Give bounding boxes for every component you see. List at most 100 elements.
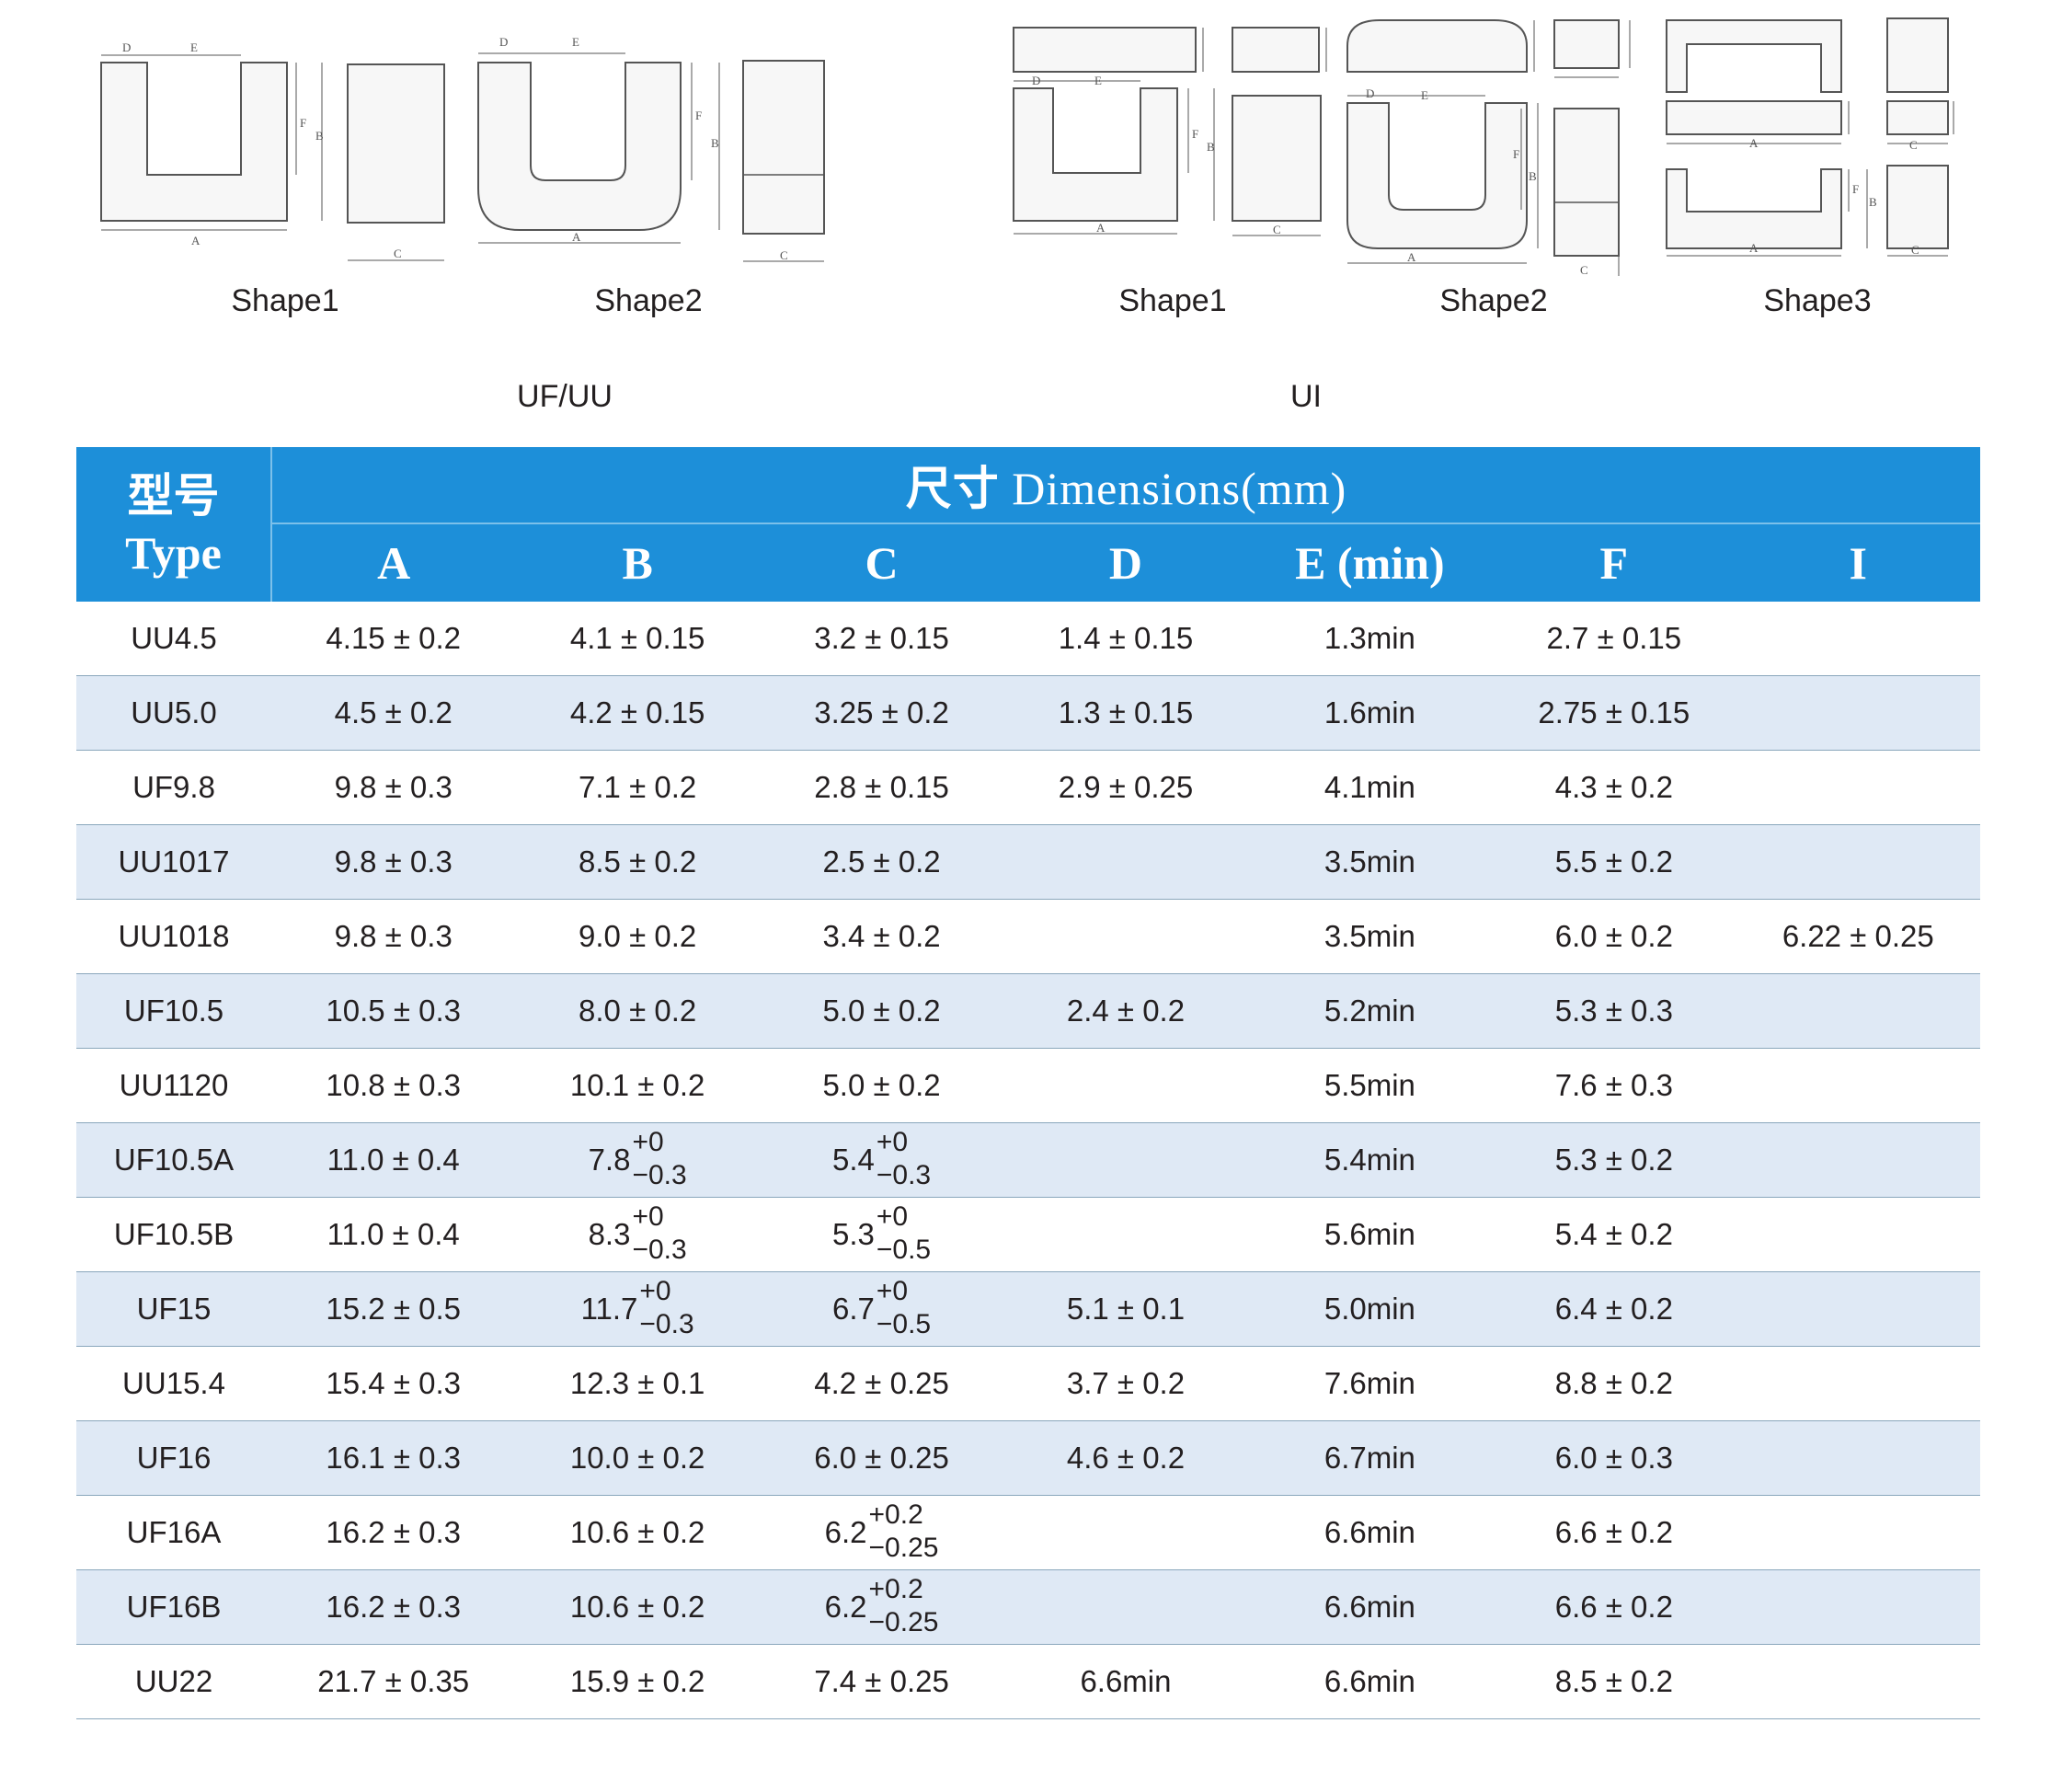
cell-type: UU4.5	[76, 602, 271, 676]
cell-value: 8.3	[588, 1217, 631, 1251]
cell-c: 5.3 +0 −0.5	[759, 1197, 1004, 1272]
cell-c: 5.0 ± 0.2	[759, 1048, 1004, 1123]
core-drawings: D E A F B C D E A F B C D E A F B C	[100, 17, 1954, 277]
cell-d	[1003, 1495, 1248, 1570]
cell-c: 4.2 ± 0.25	[759, 1346, 1004, 1421]
ui-shape1-drawing: D E A F B C	[1013, 27, 1327, 236]
svg-text:F: F	[300, 116, 306, 130]
cell-d: 5.1 ± 0.1	[1003, 1271, 1248, 1347]
cell-type: UF10.5A	[76, 1122, 271, 1198]
cell-i	[1736, 1048, 1980, 1123]
cell-type: UU1120	[76, 1048, 271, 1123]
svg-text:E: E	[1421, 88, 1428, 102]
cell-d: 6.6min	[1003, 1644, 1248, 1719]
cell-e: 6.7min	[1247, 1420, 1493, 1496]
ui-shape3-drawing: A C A F B C	[1666, 17, 1954, 257]
uf-uu-group-label: UF/UU	[517, 379, 613, 414]
cell-a: 15.2 ± 0.5	[271, 1271, 516, 1347]
svg-text:C: C	[780, 248, 788, 262]
column-header-b: B	[515, 523, 760, 602]
tolerance-upper: +0.2	[868, 1574, 923, 1604]
svg-text:E: E	[190, 40, 198, 54]
cell-type: UF15	[76, 1271, 271, 1347]
cell-b: 8.5 ± 0.2	[515, 824, 760, 900]
svg-text:C: C	[1580, 263, 1588, 277]
cell-e: 3.5min	[1247, 824, 1493, 900]
cell-d	[1003, 899, 1248, 974]
cell-type: UF16A	[76, 1495, 271, 1570]
tolerance-lower: −0.3	[639, 1309, 694, 1339]
cell-d: 2.9 ± 0.25	[1003, 750, 1248, 825]
cell-d: 3.7 ± 0.2	[1003, 1346, 1248, 1421]
ui-shape1-label: Shape1	[1118, 283, 1227, 318]
table-row: UU1120 10.8 ± 0.3 10.1 ± 0.2 5.0 ± 0.2 5.5mi…	[76, 1048, 1980, 1123]
tolerance-upper: +0	[876, 1201, 909, 1232]
cell-c: 6.2 +0.2 −0.25	[759, 1569, 1004, 1645]
cell-f: 8.5 ± 0.2	[1492, 1644, 1736, 1719]
cell-i	[1736, 824, 1980, 900]
cell-a: 9.8 ± 0.3	[271, 899, 516, 974]
table-row: UU4.5 4.15 ± 0.2 4.1 ± 0.15 3.2 ± 0.15 1.4 ±…	[76, 602, 1980, 676]
tolerance-lower: −0.3	[632, 1160, 687, 1190]
ui-shape2-label: Shape2	[1439, 283, 1548, 318]
svg-text:A: A	[1749, 241, 1759, 255]
cell-b: 4.2 ± 0.15	[515, 675, 760, 751]
cell-b: 8.3 +0 −0.3	[515, 1197, 760, 1272]
cell-c: 3.4 ± 0.2	[759, 899, 1004, 974]
cell-f: 2.7 ± 0.15	[1492, 602, 1736, 676]
cell-c: 7.4 ± 0.25	[759, 1644, 1004, 1719]
cell-a: 11.0 ± 0.4	[271, 1197, 516, 1272]
cell-a: 16.2 ± 0.3	[271, 1569, 516, 1645]
cell-value: 6.2	[824, 1515, 867, 1549]
cell-type: UF16	[76, 1420, 271, 1496]
column-header-c: C	[759, 523, 1004, 602]
cell-f: 6.6 ± 0.2	[1492, 1495, 1736, 1570]
tolerance-upper: +0	[639, 1276, 671, 1306]
cell-tolerance: +0 −0.5	[877, 1278, 931, 1338]
cell-a: 4.5 ± 0.2	[271, 675, 516, 751]
svg-text:F: F	[695, 109, 702, 122]
cell-d: 1.4 ± 0.15	[1003, 602, 1248, 676]
cell-i	[1736, 1271, 1980, 1347]
cell-type: UU5.0	[76, 675, 271, 751]
table-row: UU1017 9.8 ± 0.3 8.5 ± 0.2 2.5 ± 0.2 3.5min 5…	[76, 824, 1980, 900]
column-header-d: D	[1003, 523, 1248, 602]
cell-f: 4.3 ± 0.2	[1492, 750, 1736, 825]
table-row: UF9.8 9.8 ± 0.3 7.1 ± 0.2 2.8 ± 0.15 2.9 ± 0…	[76, 750, 1980, 825]
ui-shape3-label: Shape3	[1763, 283, 1872, 318]
cell-i	[1736, 1569, 1980, 1645]
cell-tolerance: +0 −0.3	[632, 1129, 687, 1190]
cell-e: 1.6min	[1247, 675, 1493, 751]
cell-type: UU1018	[76, 899, 271, 974]
column-header-f: F	[1492, 523, 1736, 602]
cell-a: 9.8 ± 0.3	[271, 750, 516, 825]
cell-e: 4.1min	[1247, 750, 1493, 825]
cell-i: 6.22 ± 0.25	[1736, 899, 1980, 974]
cell-b: 10.1 ± 0.2	[515, 1048, 760, 1123]
cell-type: UF10.5B	[76, 1197, 271, 1272]
cell-b: 10.6 ± 0.2	[515, 1495, 760, 1570]
cell-f: 5.3 ± 0.3	[1492, 973, 1736, 1049]
cell-a: 15.4 ± 0.3	[271, 1346, 516, 1421]
cell-b: 7.8 +0 −0.3	[515, 1122, 760, 1198]
cell-i	[1736, 1346, 1980, 1421]
table-row: UU1018 9.8 ± 0.3 9.0 ± 0.2 3.4 ± 0.2 3.5min 6…	[76, 899, 1980, 974]
cell-a: 9.8 ± 0.3	[271, 824, 516, 900]
cell-f: 5.3 ± 0.2	[1492, 1122, 1736, 1198]
cell-type: UF10.5	[76, 973, 271, 1049]
cell-tolerance: +0 −0.3	[877, 1129, 931, 1189]
table-row: UU5.0 4.5 ± 0.2 4.2 ± 0.15 3.25 ± 0.2 1.3 ± …	[76, 675, 1980, 751]
cell-f: 6.0 ± 0.2	[1492, 899, 1736, 974]
table-row: UF10.5B 11.0 ± 0.4 8.3 +0 −0.3 5.3 +0 −0.5 5.6mi…	[76, 1197, 1980, 1272]
tolerance-lower: −0.25	[868, 1533, 939, 1563]
column-header-i: I	[1736, 523, 1980, 602]
column-header-e: E (min)	[1247, 523, 1493, 602]
svg-text:E: E	[572, 35, 579, 49]
tolerance-lower: −0.25	[868, 1607, 939, 1637]
cell-d	[1003, 1569, 1248, 1645]
cell-c: 3.25 ± 0.2	[759, 675, 1004, 751]
cell-f: 6.0 ± 0.3	[1492, 1420, 1736, 1496]
svg-text:B: B	[315, 129, 324, 143]
svg-text:C: C	[1909, 138, 1918, 152]
cell-a: 4.15 ± 0.2	[271, 602, 516, 676]
